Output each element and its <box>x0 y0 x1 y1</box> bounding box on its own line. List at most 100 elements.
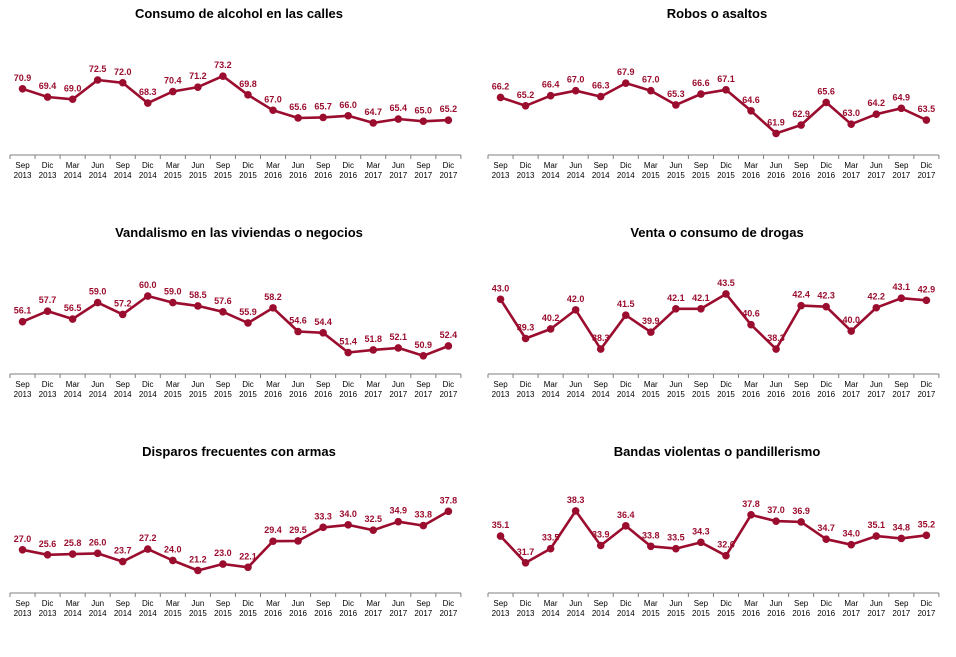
x-tick-label: Sep 2017 <box>892 599 910 618</box>
data-label: 25.8 <box>64 538 82 548</box>
x-tick-year: 2017 <box>414 171 432 180</box>
chart-panel-drogas: Venta o consumo de drogas Sep 2013 Dic 2013… <box>478 219 956 438</box>
data-label: 65.2 <box>440 104 458 114</box>
data-label: 64.2 <box>868 98 886 108</box>
x-tick-label: Sep 2016 <box>792 599 810 618</box>
x-tick-label: Jun 2014 <box>89 599 107 618</box>
data-label: 52.4 <box>440 330 458 340</box>
x-tick-year: 2015 <box>164 390 182 399</box>
data-label: 37.0 <box>767 505 785 515</box>
x-tick-month: Jun <box>870 599 883 608</box>
x-tick-year: 2014 <box>592 609 610 618</box>
data-label: 43.1 <box>893 282 911 292</box>
x-tick-label: Dic 2015 <box>239 380 257 399</box>
data-label: 65.6 <box>817 86 835 96</box>
data-label: 36.4 <box>617 510 635 520</box>
x-tick-year: 2016 <box>314 609 332 618</box>
x-tick-month: Mar <box>644 380 658 389</box>
data-label: 66.0 <box>339 100 357 110</box>
data-label: 62.9 <box>792 109 810 119</box>
x-tick-year: 2014 <box>89 171 107 180</box>
data-point <box>93 76 102 84</box>
x-tick-month: Jun <box>292 380 305 389</box>
data-label: 65.2 <box>517 90 535 100</box>
x-tick-month: Sep <box>316 599 331 608</box>
data-point <box>521 558 530 567</box>
data-label: 26.0 <box>89 537 107 547</box>
x-tick-month: Dic <box>620 599 632 608</box>
data-label: 63.0 <box>842 108 860 118</box>
x-tick-month: Mar <box>166 599 180 608</box>
data-point <box>872 532 881 540</box>
data-label: 59.0 <box>164 287 182 297</box>
x-tick-year: 2013 <box>492 609 510 618</box>
data-point <box>596 541 605 550</box>
x-tick-month: Jun <box>870 380 883 389</box>
x-tick-label: Mar 2016 <box>742 380 760 399</box>
x-tick-label: Jun 2014 <box>567 599 585 618</box>
data-point <box>269 304 277 312</box>
x-tick-label: Sep 2014 <box>114 380 132 399</box>
x-tick-label: Mar 2014 <box>64 599 82 618</box>
data-label: 58.5 <box>189 290 207 300</box>
data-label: 70.4 <box>164 76 182 86</box>
x-tick-year: 2017 <box>439 390 457 399</box>
data-label: 35.2 <box>918 519 936 529</box>
x-tick-label: Mar 2014 <box>542 380 560 399</box>
x-tick-label: Dic 2016 <box>817 380 835 399</box>
x-tick-label: Sep 2013 <box>14 599 32 618</box>
x-tick-year: 2015 <box>667 390 685 399</box>
x-tick-month: Dic <box>443 380 455 389</box>
x-tick-month: Dic <box>820 380 832 389</box>
data-point <box>797 518 805 526</box>
data-label: 32.5 <box>364 514 382 524</box>
x-tick-month: Dic <box>620 380 632 389</box>
x-tick-label: Mar 2015 <box>642 599 660 618</box>
x-tick-label: Jun 2016 <box>289 599 307 618</box>
data-point <box>722 551 730 560</box>
x-tick-month: Sep <box>416 599 431 608</box>
x-tick-year: 2013 <box>517 171 535 180</box>
data-label: 25.6 <box>39 539 57 549</box>
x-tick-label: Mar 2014 <box>64 380 82 399</box>
x-tick-month: Sep <box>216 380 231 389</box>
data-point <box>897 294 906 303</box>
x-tick-label: Sep 2014 <box>592 161 610 180</box>
x-tick-year: 2017 <box>867 390 885 399</box>
x-tick-month: Dic <box>620 161 632 170</box>
data-label: 37.8 <box>742 499 760 509</box>
x-tick-label: Sep 2013 <box>14 380 32 399</box>
x-tick-label: Mar 2015 <box>164 599 182 618</box>
x-tick-month: Jun <box>770 161 783 170</box>
data-point <box>18 545 27 554</box>
data-point <box>18 317 27 326</box>
data-point <box>369 346 378 354</box>
x-tick-month: Mar <box>266 599 280 608</box>
data-label: 57.6 <box>214 296 232 306</box>
x-tick-label: Dic 2016 <box>339 599 357 618</box>
data-label: 42.1 <box>667 293 685 303</box>
x-tick-month: Sep <box>493 161 508 170</box>
x-tick-label: Sep 2015 <box>692 599 710 618</box>
x-tick-month: Sep <box>316 380 331 389</box>
x-tick-label: Sep 2014 <box>114 599 132 618</box>
data-label: 51.4 <box>339 337 357 347</box>
x-tick-label: Mar 2017 <box>364 161 382 180</box>
x-tick-month: Mar <box>844 599 858 608</box>
x-tick-year: 2013 <box>14 171 32 180</box>
x-tick-year: 2015 <box>214 609 232 618</box>
x-tick-year: 2017 <box>439 171 457 180</box>
data-point <box>596 92 605 101</box>
data-point <box>219 308 227 316</box>
x-tick-month: Dic <box>820 161 832 170</box>
chart-title: Bandas violentas o pandillerismo <box>613 444 821 459</box>
x-tick-label: Dic 2017 <box>917 599 935 618</box>
data-label: 29.5 <box>289 525 307 535</box>
x-tick-month: Dic <box>42 599 54 608</box>
x-tick-month: Sep <box>416 161 431 170</box>
x-tick-label: Jun 2016 <box>767 161 785 180</box>
x-tick-month: Sep <box>794 380 809 389</box>
